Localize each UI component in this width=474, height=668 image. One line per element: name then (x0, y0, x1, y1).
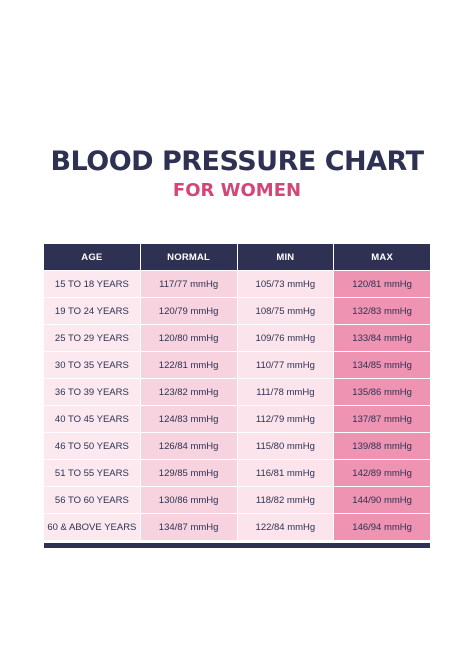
cell-age: 51 TO 55 YEARS (44, 460, 141, 486)
cell-age: 46 TO 50 YEARS (44, 433, 141, 459)
cell-max: 134/85 mmHg (334, 352, 430, 378)
table-bottom-bar (44, 543, 430, 548)
header-max: MAX (371, 251, 393, 263)
cell-age: 25 TO 29 YEARS (44, 325, 141, 351)
cell-min: 112/79 mmHg (237, 406, 335, 432)
cell-age: 15 TO 18 YEARS (44, 271, 141, 297)
cell-max: 120/81 mmHg (334, 271, 430, 297)
table-row: 60 & ABOVE YEARS 134/87 mmHg 122/84 mmHg 14… (44, 514, 430, 540)
cell-normal: 123/82 mmHg (140, 379, 238, 405)
table-row: 51 TO 55 YEARS 129/85 mmHg 116/81 mmHg 142/… (44, 460, 430, 486)
cell-normal: 124/83 mmHg (140, 406, 238, 432)
cell-max: 137/87 mmHg (334, 406, 430, 432)
table-row: 15 TO 18 YEARS 117/77 mmHg 105/73 mmHg 120/… (44, 271, 430, 297)
cell-age: 30 TO 35 YEARS (44, 352, 141, 378)
cell-age: 56 TO 60 YEARS (44, 487, 141, 513)
cell-max: 133/84 mmHg (334, 325, 430, 351)
header-age: AGE (44, 244, 141, 270)
cell-min: 110/77 mmHg (237, 352, 335, 378)
cell-normal: 130/86 mmHg (140, 487, 238, 513)
cell-normal: 120/79 mmHg (140, 298, 238, 324)
page-title: BLOOD PRESSURE CHART (50, 146, 424, 177)
cell-min: 118/82 mmHg (237, 487, 335, 513)
cell-min: 116/81 mmHg (237, 460, 335, 486)
cell-age: 36 TO 39 YEARS (44, 379, 141, 405)
table-row: 40 TO 45 YEARS 124/83 mmHg 112/79 mmHg 137/… (44, 406, 430, 432)
table-header-row: AGE NORMAL MIN MAX (44, 244, 430, 270)
header-normal: NORMAL (141, 244, 238, 270)
table-row: 19 TO 24 YEARS 120/79 mmHg 108/75 mmHg 132/… (44, 298, 430, 324)
table-row: 36 TO 39 YEARS 123/82 mmHg 111/78 mmHg 135/… (44, 379, 430, 405)
cell-min: 108/75 mmHg (237, 298, 335, 324)
table-row: 46 TO 50 YEARS 126/84 mmHg 115/80 mmHg 139/… (44, 433, 430, 459)
cell-max: 142/89 mmHg (334, 460, 430, 486)
cell-max: 139/88 mmHg (334, 433, 430, 459)
cell-age: 60 & ABOVE YEARS (44, 514, 141, 540)
cell-normal: 126/84 mmHg (140, 433, 238, 459)
cell-max: 146/94 mmHg (334, 514, 430, 540)
header-min: MIN (238, 244, 335, 270)
blood-pressure-table: AGE NORMAL MIN MAX 15 TO 18 YEARS 117/77 … (44, 244, 430, 548)
cell-max: 144/90 mmHg (334, 487, 430, 513)
cell-max: 132/83 mmHg (334, 298, 430, 324)
cell-min: 115/80 mmHg (237, 433, 335, 459)
page-subtitle: FOR WOMEN (172, 180, 302, 201)
cell-normal: 129/85 mmHg (140, 460, 238, 486)
cell-age: 19 TO 24 YEARS (44, 298, 141, 324)
cell-max: 135/86 mmHg (334, 379, 430, 405)
cell-min: 109/76 mmHg (237, 325, 335, 351)
table-body: 15 TO 18 YEARS 117/77 mmHg 105/73 mmHg 120/… (44, 271, 430, 540)
cell-normal: 117/77 mmHg (140, 271, 238, 297)
cell-min: 122/84 mmHg (237, 514, 335, 540)
cell-age: 40 TO 45 YEARS (44, 406, 141, 432)
table-row: 56 TO 60 YEARS 130/86 mmHg 118/82 mmHg 144/… (44, 487, 430, 513)
cell-min: 111/78 mmHg (237, 379, 335, 405)
cell-min: 105/73 mmHg (237, 271, 335, 297)
cell-normal: 122/81 mmHg (140, 352, 238, 378)
cell-normal: 120/80 mmHg (140, 325, 238, 351)
table-row: 25 TO 29 YEARS 120/80 mmHg 109/76 mmHg 133/… (44, 325, 430, 351)
table-row: 30 TO 35 YEARS 122/81 mmHg 110/77 mmHg 134/… (44, 352, 430, 378)
cell-normal: 134/87 mmHg (140, 514, 238, 540)
